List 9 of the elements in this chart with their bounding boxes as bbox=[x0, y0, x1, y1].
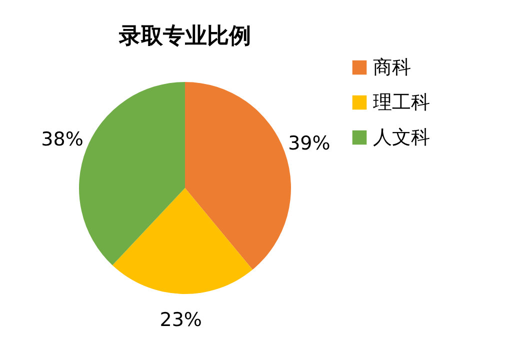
legend-label: 人文科 bbox=[373, 126, 430, 148]
legend-label: 理工科 bbox=[373, 92, 430, 114]
chart-title: 录取专业比例 bbox=[118, 24, 251, 49]
pie-slice bbox=[112, 188, 253, 294]
pie-slice bbox=[185, 82, 291, 270]
data-label: 38% bbox=[41, 128, 84, 150]
legend-label: 商科 bbox=[373, 56, 411, 78]
data-label: 39% bbox=[288, 132, 330, 154]
data-label: 23% bbox=[160, 308, 202, 331]
